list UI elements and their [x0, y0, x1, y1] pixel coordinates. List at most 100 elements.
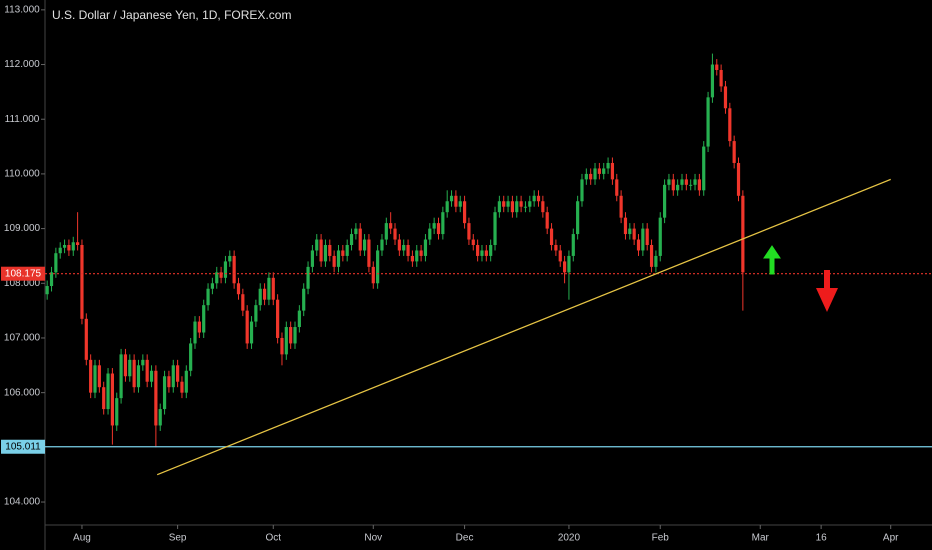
candle-body [458, 201, 462, 207]
candle-body [184, 370, 188, 393]
candle-body [528, 201, 532, 207]
candle-body [162, 376, 167, 410]
candle-body [189, 343, 193, 371]
plot-area [45, 53, 932, 476]
price-level-label: 108.175 [5, 268, 42, 279]
candle-body [336, 250, 341, 267]
candle-body [549, 228, 554, 245]
candle-body [319, 239, 323, 262]
candle-body [541, 201, 545, 213]
candle-body [662, 184, 667, 218]
y-tick-label: 109.000 [4, 223, 41, 234]
candle-body [410, 255, 415, 262]
x-tick-label: Aug [73, 533, 91, 544]
candle-body [489, 245, 493, 256]
candle-body [284, 327, 288, 355]
candle-body [554, 245, 558, 251]
candle-body [380, 239, 384, 251]
candle-body [158, 409, 162, 426]
candle-body [619, 195, 623, 218]
candle-body [67, 245, 71, 251]
candle-body [484, 250, 488, 256]
candle-body [267, 277, 271, 300]
candle-body [45, 286, 49, 295]
candle-body [571, 234, 575, 256]
candle-body [471, 239, 475, 245]
candle-body [497, 201, 501, 213]
candle-body [645, 228, 649, 245]
candle-body [441, 212, 445, 235]
candle-body [354, 228, 358, 235]
candle-body [741, 195, 745, 273]
candle-body [728, 108, 732, 142]
price-level-box [1, 439, 45, 454]
candle-body [49, 272, 54, 287]
trend-line [156, 178, 891, 476]
candle-body [97, 365, 101, 388]
candle-body [567, 255, 571, 273]
candle-body [436, 223, 441, 235]
candle-body [167, 376, 171, 388]
candle-body [628, 228, 632, 235]
candle-body [89, 359, 93, 393]
candle-body [402, 245, 406, 251]
candle-body [623, 217, 628, 235]
x-tick-label: Apr [883, 533, 899, 544]
candle-body [523, 206, 528, 208]
candle-body [536, 195, 541, 202]
candle-body [702, 146, 706, 191]
candle-body [310, 250, 315, 267]
candle-body [110, 373, 114, 426]
candle-body [323, 245, 328, 262]
chart-title: U.S. Dollar / Japanese Yen, 1D, FOREX.co… [52, 8, 291, 22]
candle-body [580, 179, 584, 202]
candle-body [193, 321, 197, 344]
candle-body [71, 242, 75, 251]
candle-body [719, 70, 723, 87]
candle-body [332, 255, 336, 267]
candle-body [715, 64, 719, 70]
y-tick-label: 111.000 [5, 114, 40, 125]
candle-body [84, 318, 88, 360]
candle-body [732, 141, 736, 163]
candle-body [632, 228, 636, 240]
candle-body [215, 272, 219, 284]
candle-body [306, 266, 310, 289]
candle-body [315, 239, 319, 251]
candle-body [145, 359, 149, 382]
candle-body [467, 223, 471, 240]
candle-body [341, 250, 345, 256]
candle-body [202, 305, 206, 333]
candle-body [223, 261, 228, 278]
x-tick-label: 2020 [558, 533, 581, 544]
y-tick-label: 110.000 [4, 169, 40, 180]
candle-body [154, 370, 158, 426]
candle-body [736, 162, 741, 196]
candle-body [506, 201, 510, 207]
candle-body [136, 365, 141, 388]
candle-body [228, 255, 232, 262]
candle-body [236, 283, 241, 295]
candle-body [689, 184, 693, 186]
candle-body [302, 288, 306, 311]
candle-body [210, 283, 214, 289]
candle-body [206, 288, 210, 306]
candle-body [297, 310, 301, 328]
candle-body [654, 255, 658, 267]
candle-body [371, 266, 375, 284]
candle-body [106, 373, 110, 410]
price-level-label: 105.011 [5, 441, 41, 452]
candle-body [423, 239, 428, 256]
candle-body [258, 288, 262, 306]
candle-body [706, 97, 710, 147]
candle-body [480, 250, 484, 256]
candle-body [532, 195, 536, 202]
candle-body [419, 250, 423, 256]
x-tick-label: Feb [652, 533, 670, 544]
candle-body [262, 288, 267, 300]
candle-body [289, 327, 293, 344]
candle-body [449, 195, 454, 202]
candle-body [671, 179, 675, 191]
